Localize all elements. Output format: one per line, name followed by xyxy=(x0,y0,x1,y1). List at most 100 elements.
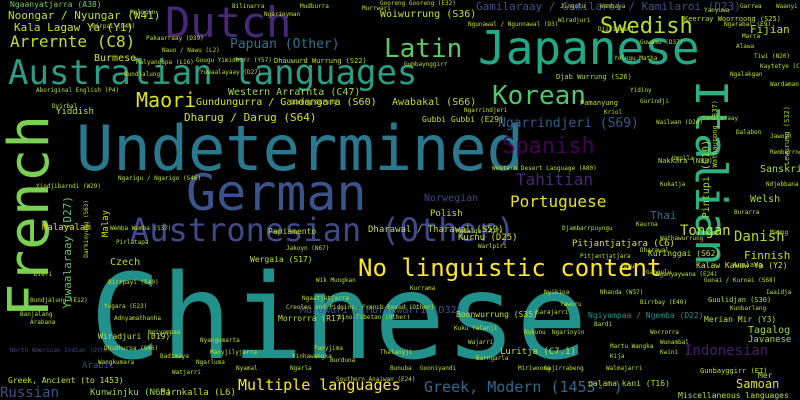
cloud-word: Wik Mungkan xyxy=(316,277,356,284)
cloud-word: Tongan xyxy=(680,223,731,239)
cloud-word: Thai xyxy=(650,209,677,222)
cloud-word: Ngunawal / Ngunnawal (D3) xyxy=(468,21,559,28)
cloud-word: Ngaanyatjarra (A38) xyxy=(10,0,102,9)
cloud-word: Burduna xyxy=(330,357,356,364)
cloud-word: North American Indian (Other) xyxy=(10,347,115,354)
cloud-word: Wiradjuri xyxy=(558,17,591,24)
cloud-word: Sanskrit xyxy=(760,164,800,175)
cloud-word: Dharawal xyxy=(640,247,669,254)
cloud-word: Kuringgai (S62) xyxy=(648,249,721,258)
cloud-word: Dharawal / Tharawal (S59) xyxy=(368,225,504,235)
cloud-word: Ngarrindjeri (S69) xyxy=(498,116,639,131)
cloud-word: Chinese xyxy=(90,248,588,386)
cloud-word: Wunambal xyxy=(660,339,689,346)
cloud-word: Thalanyji xyxy=(380,349,413,356)
cloud-word: Auslang xyxy=(733,261,763,269)
cloud-word: Undetermined xyxy=(76,112,524,185)
cloud-word: Birrpayi (E40) xyxy=(108,279,159,286)
cloud-word: Arabic xyxy=(82,361,115,371)
cloud-word: Burarra xyxy=(734,209,760,216)
cloud-word: Welsh xyxy=(750,194,781,205)
cloud-word: Kurrama xyxy=(410,285,436,292)
cloud-word: Ngarrindjeri xyxy=(464,107,508,114)
cloud-word: Greek, Modern (1453- ) xyxy=(424,378,623,396)
cloud-word: Tahitian xyxy=(516,170,594,189)
cloud-word: Dalabon xyxy=(736,129,762,136)
cloud-word: Austronesian (Other) xyxy=(130,211,516,249)
cloud-word: Multiple languages xyxy=(238,376,401,394)
cloud-word: Noongar / Nyungar (W41) xyxy=(8,9,161,22)
cloud-word: Kunbarlang xyxy=(730,305,767,312)
cloud-word: Arrernte (C8) xyxy=(10,32,136,51)
cloud-word: Gajirrabeng xyxy=(544,365,584,372)
cloud-word: Ngalakgan xyxy=(730,71,763,78)
cloud-word: Greek, Ancient (to 1453) xyxy=(8,376,124,385)
cloud-word: Gundungurra / Gandangara (S60) xyxy=(196,97,377,108)
cloud-word: Gurindji xyxy=(640,98,669,105)
cloud-word: Indonesian xyxy=(684,343,769,359)
cloud-word: Sino-Tibetan (Other) xyxy=(338,314,411,321)
cloud-word: Gamilaraay / Gamilaroi / Kamilaroi (D23) xyxy=(476,0,741,13)
cloud-word: Muruwari / Murrawarri (D32) xyxy=(300,305,463,316)
cloud-word: Nganyaywana (E24) xyxy=(656,271,718,278)
cloud-word: Yanyuwa xyxy=(704,7,730,14)
cloud-word: Norwegian xyxy=(424,193,479,204)
cloud-word: Banjalang xyxy=(20,311,53,318)
cloud-word: Portuguese xyxy=(510,192,607,211)
cloud-word: Kala Lagaw Ya (Y1) xyxy=(14,21,134,34)
cloud-word: Yindjibarndi (W29) xyxy=(36,183,102,190)
cloud-word: Danish xyxy=(734,229,785,245)
cloud-word: Kuku Yalanji xyxy=(454,325,498,332)
cloud-word: Yinhawangka xyxy=(292,353,332,360)
cloud-word: Western Desert Language (A80) xyxy=(492,165,597,172)
cloud-word: Guulidjan (S30) xyxy=(708,296,772,304)
cloud-word: Ngarluma xyxy=(196,359,225,366)
cloud-word: Manyjilyjarra xyxy=(210,349,257,356)
cloud-word: Dharug / Darug (S64) xyxy=(184,111,317,124)
cloud-word: Gubbi Gubbi (E29) xyxy=(422,115,504,124)
cloud-word: Latin xyxy=(384,34,463,64)
cloud-word: Czech xyxy=(110,257,141,268)
cloud-word: German xyxy=(186,164,367,222)
cloud-word: Alawa xyxy=(736,43,755,50)
cloud-word: Wambaya xyxy=(600,3,626,10)
cloud-word: Dyirbal xyxy=(52,103,78,110)
cloud-word: Bardi xyxy=(594,321,613,328)
cloud-word: Parnkalla (L6) xyxy=(160,388,236,398)
cloud-word: Jawoyn xyxy=(770,133,792,140)
cloud-word: Awabakal (S66) xyxy=(392,97,477,108)
cloud-word: Merian Mir (Y3) xyxy=(704,315,777,324)
cloud-word: Bundjalung (E12) xyxy=(30,297,88,304)
cloud-word: Ngarigu / Ngarigo (S46) xyxy=(118,175,202,182)
cloud-word: Woiwurrung (S36) xyxy=(380,9,477,20)
cloud-word: Bilinarra xyxy=(232,3,265,10)
cloud-word: Mudalga (A27) xyxy=(456,228,503,235)
cloud-word: Rembarrnga xyxy=(770,149,800,156)
cloud-word: Arabana xyxy=(30,319,56,326)
cloud-word: French xyxy=(0,115,62,318)
cloud-word: Yawuru xyxy=(560,301,582,308)
cloud-word: Creoles and Pidgins, French-based (Other… xyxy=(286,304,435,311)
cloud-word: Gooniyandi xyxy=(420,365,457,372)
cloud-word: Dhudhuroa (S46) xyxy=(104,345,159,352)
cloud-word: Ngarabal (E9) xyxy=(724,21,771,28)
cloud-word: Badimaya xyxy=(160,353,189,360)
cloud-word: Bundjalung xyxy=(124,71,161,78)
cloud-word: Morrorra (R17) xyxy=(278,314,346,323)
cloud-word: Gamilaraay xyxy=(702,115,739,122)
cloud-word: Umpila xyxy=(672,155,694,162)
cloud-word: Mawng xyxy=(770,229,789,236)
cloud-word: Guugu Yimidhirr (Y57) xyxy=(196,57,272,64)
cloud-word: Djiringanj xyxy=(598,26,635,33)
cloud-word: Luritja (C7.1) xyxy=(500,347,576,357)
cloud-word: Yugara (E23) xyxy=(104,303,148,310)
cloud-word: Nukunu xyxy=(524,329,546,336)
cloud-word: Ngarla xyxy=(290,365,312,372)
cloud-word: Australian languages xyxy=(8,53,418,93)
cloud-word: Wemba Wemba (S37) xyxy=(110,225,172,232)
cloud-word: Ngiyampaa xyxy=(148,329,181,336)
cloud-word: Kalaw Kawaw Ya (Y2) xyxy=(696,261,788,270)
cloud-word: Aboriginal English (P4) xyxy=(36,87,120,94)
cloud-word: Nauo / Nawu (L2) xyxy=(162,47,220,54)
